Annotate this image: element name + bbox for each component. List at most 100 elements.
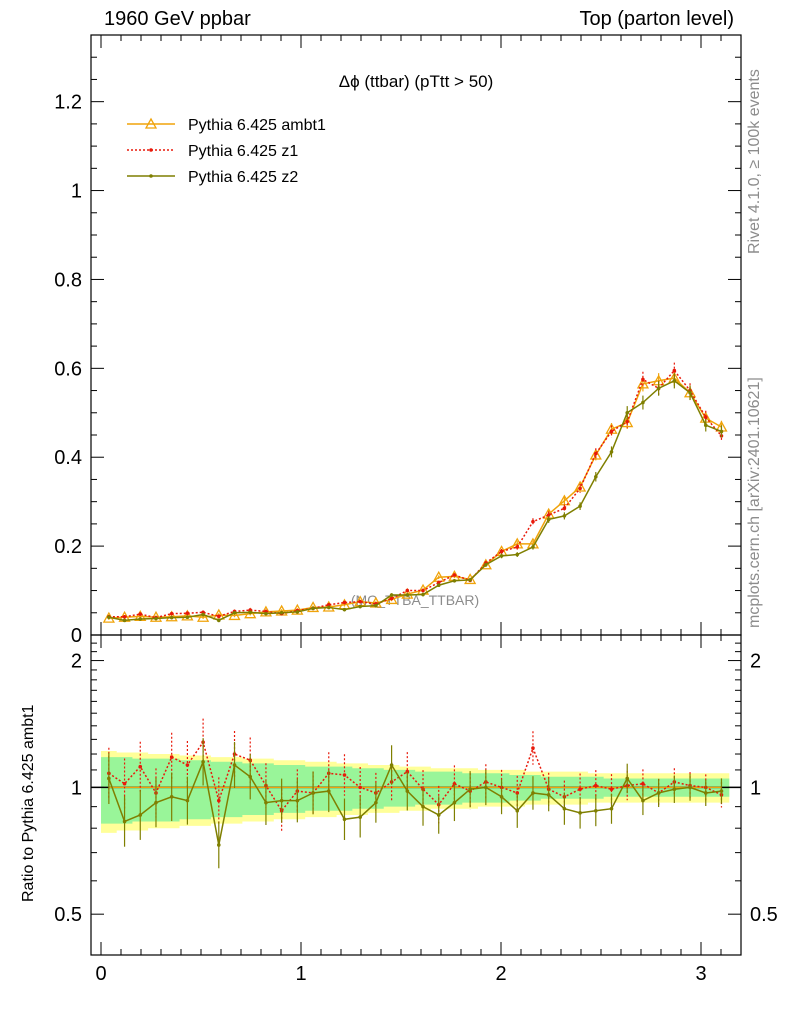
ratio-series-2-point — [154, 800, 158, 805]
series-2-point — [421, 588, 425, 593]
ratio-series-2-point — [499, 794, 504, 799]
series-1-point — [306, 601, 320, 613]
legend-label-2: Pythia 6.425 z1 — [188, 143, 298, 160]
series-2-point — [169, 611, 174, 616]
legend-marker-2 — [149, 148, 153, 152]
series-2-point — [405, 588, 410, 593]
y-tick-label: 1.2 — [54, 92, 82, 114]
series-3-point — [122, 618, 127, 623]
ratio-series-1-point — [594, 783, 598, 788]
series-3-point — [609, 450, 614, 454]
ratio-series-2-point — [421, 804, 425, 809]
ratio-y-tick-label: 1 — [71, 777, 82, 799]
series-2-point — [342, 600, 347, 605]
series-3-point — [358, 604, 362, 609]
series-1-point — [228, 609, 241, 621]
series-3-point — [641, 400, 645, 405]
ratio-series-1-point — [358, 785, 362, 790]
legend-label-3: Pythia 6.425 z2 — [188, 169, 298, 186]
ratio-series-1-point — [405, 769, 410, 774]
ratio-series-2-point — [185, 798, 190, 803]
ratio-series-2-point — [672, 787, 677, 792]
ratio-series-2-line — [108, 759, 722, 846]
ratio-series-2-point — [436, 813, 441, 817]
ratio-series-2-point — [232, 763, 237, 767]
ratio-series-2-point — [656, 791, 661, 795]
series-2-point — [499, 549, 504, 554]
legend-marker-3 — [149, 174, 153, 178]
mcplots-label: mcplots.cern.ch [arXiv:2401.10621] — [746, 377, 763, 628]
y-tick-label: 0.8 — [54, 269, 82, 291]
ratio-series-2-point — [609, 806, 614, 811]
analysis-watermark: (MC_TTBA_TTBAR) — [351, 592, 479, 608]
series-3-point — [201, 612, 205, 617]
x-tick-label: 3 — [695, 963, 706, 985]
ratio-series-1-point — [138, 764, 143, 769]
y-tick-label: 1 — [71, 181, 82, 203]
series-1-point — [291, 603, 304, 615]
ratio-series-2-point — [358, 815, 362, 819]
rivet-label: Rivet 4.1.0, ≥ 100k events — [746, 69, 763, 254]
ratio-series-2-point — [169, 794, 174, 799]
series-3-point — [688, 390, 692, 395]
ratio-frame — [90, 634, 742, 956]
ratio-y-tick-label-right: 0.5 — [750, 904, 778, 926]
series-3-point — [169, 615, 174, 620]
ratio-series-2-point — [641, 798, 645, 803]
ratio-series-2-point — [703, 791, 708, 795]
series-3-point — [436, 583, 441, 588]
ratio-series-2-point — [531, 791, 535, 795]
series-1-point — [573, 480, 587, 492]
legend-label-1: Pythia 6.425 ambt1 — [188, 117, 326, 134]
ratio-y-tick-label-right: 2 — [750, 651, 761, 673]
series-3-point — [217, 618, 221, 623]
ratio-series-1-point — [217, 798, 221, 803]
legend-marker-1 — [144, 117, 158, 129]
series-3-point — [326, 605, 331, 610]
series-2-point — [703, 415, 708, 420]
series-1-point — [621, 416, 634, 428]
ratio-series-2-point — [264, 800, 268, 805]
series-3-point — [185, 615, 190, 620]
ratio-series-2-point — [389, 763, 394, 767]
series-1-line — [108, 377, 722, 619]
series-2-point — [389, 596, 394, 601]
ratio-series-2-point — [484, 785, 488, 790]
series-2-point — [436, 580, 441, 585]
ratio-series-1-point — [169, 755, 174, 759]
header-energy: 1960 GeV ppbar — [104, 8, 251, 30]
ratio-series-2-point — [279, 798, 284, 803]
ratio-series-2-point — [122, 819, 127, 824]
ratio-series-1-point — [185, 763, 190, 767]
series-2-point — [546, 513, 551, 517]
ratio-series-2-point — [342, 817, 347, 822]
series-3-point — [578, 504, 582, 508]
series-3-point — [625, 410, 630, 415]
series-2-point — [185, 611, 190, 616]
ratio-series-2-point — [562, 806, 567, 811]
ratio-series-2-point — [468, 787, 472, 792]
series-3-point — [138, 617, 143, 621]
series-2-point — [578, 486, 582, 491]
series-3-point — [499, 554, 504, 558]
series-1-point — [401, 587, 414, 599]
x-tick-label: 1 — [295, 963, 306, 985]
ratio-series-1-point — [531, 746, 535, 750]
ratio-series-2-point — [578, 811, 582, 815]
x-tick-label: 2 — [495, 963, 506, 985]
series-3-point — [295, 610, 300, 614]
ratio-series-2-point — [201, 760, 205, 764]
series-3-point — [484, 562, 488, 567]
series-2-point — [594, 451, 598, 456]
series-2-point — [122, 614, 127, 619]
series-1-point — [636, 377, 650, 389]
y-tick-label: 0.6 — [54, 358, 82, 380]
ratio-series-2-point — [688, 785, 692, 790]
series-3-point — [594, 474, 598, 479]
series-1-point — [181, 609, 194, 621]
y-tick-label: 0 — [71, 625, 82, 647]
ratio-series-1-point — [641, 781, 645, 786]
ratio-series-2-point — [217, 843, 221, 847]
series-2-point — [358, 599, 362, 604]
